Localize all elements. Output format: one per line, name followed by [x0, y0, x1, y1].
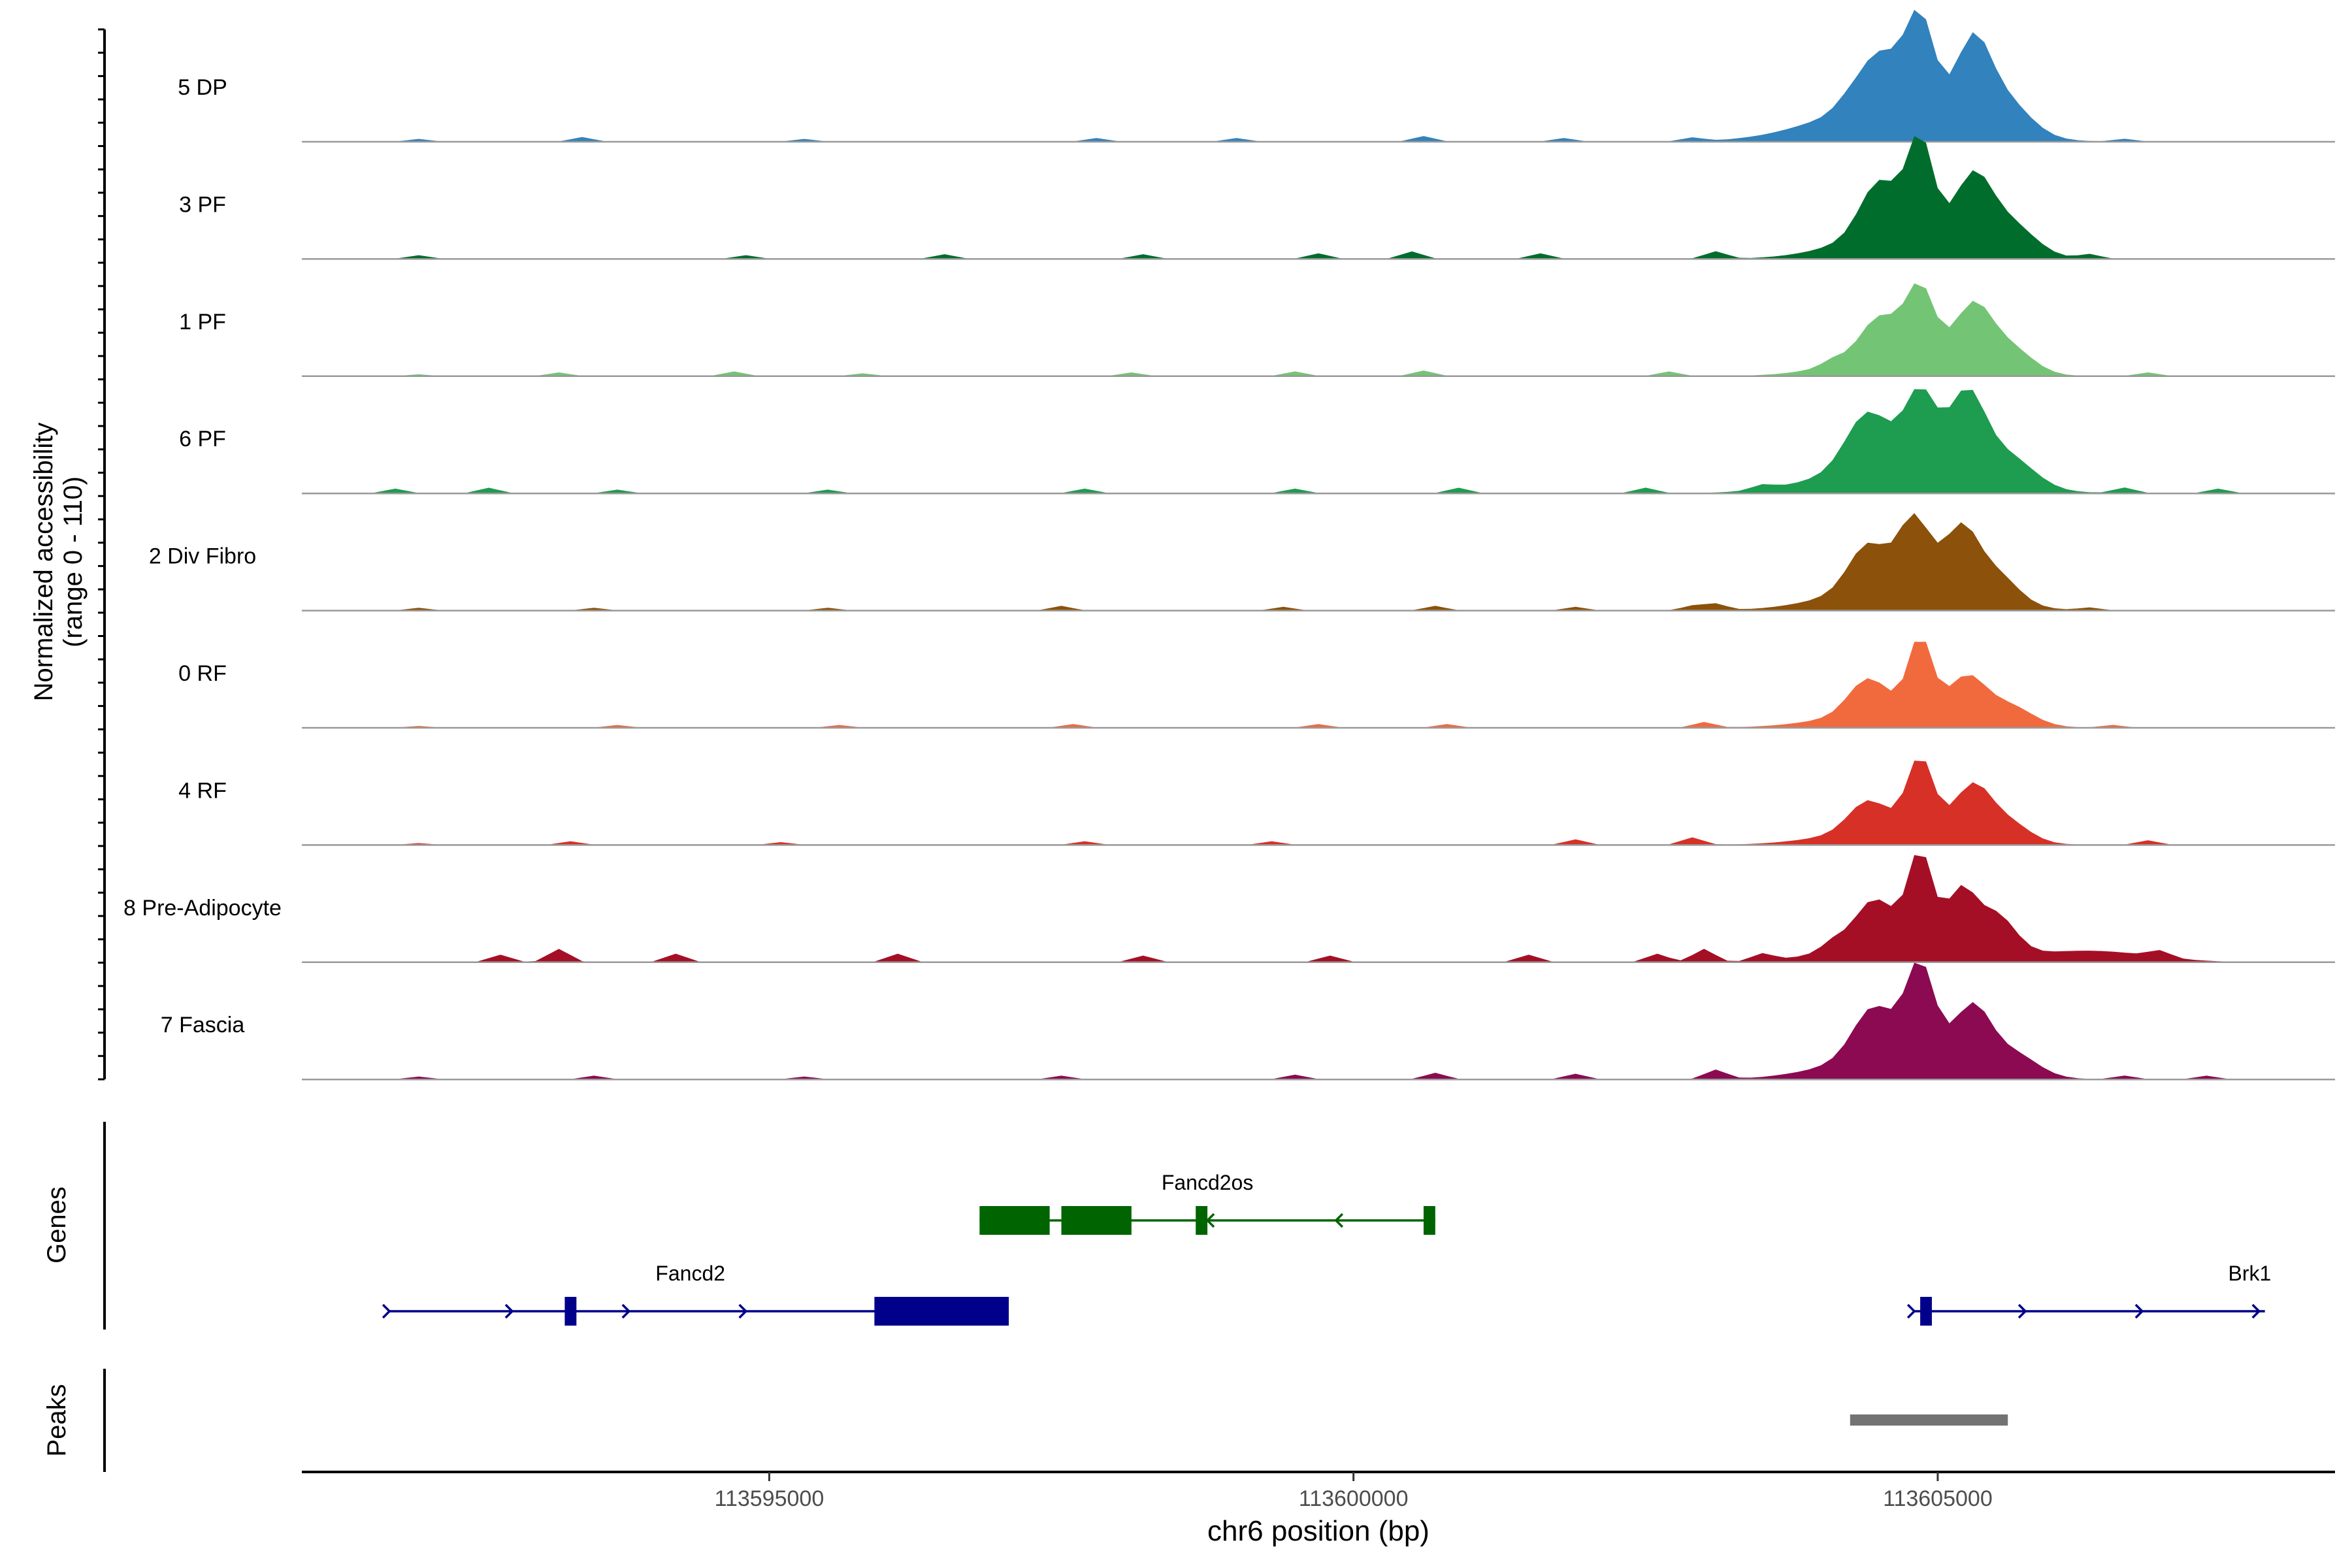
- coverage-area-6-pf: [302, 389, 2335, 494]
- track-label: 5 DP: [178, 75, 227, 100]
- gene-exon: [1920, 1297, 1932, 1326]
- y-axis-title: Normalized accessibility: [29, 423, 58, 702]
- coverage-area-7-fascia: [302, 962, 2335, 1080]
- track-label: 3 PF: [179, 192, 226, 217]
- gene-exon: [874, 1297, 1009, 1326]
- coverage-area-2-div-fibro: [302, 513, 2335, 611]
- strand-arrow: [621, 1303, 631, 1319]
- peaks-panel-title: Peaks: [42, 1384, 71, 1456]
- coverage-y-axis: [98, 28, 106, 1081]
- peaks-panel: [1850, 1414, 2008, 1426]
- coverage-area-5-dp: [302, 10, 2335, 142]
- coverage-area-1-pf: [302, 283, 2335, 376]
- track-label: 7 Fascia: [161, 1013, 245, 1037]
- gene-exon: [1423, 1206, 1435, 1235]
- coverage-area-3-pf: [302, 136, 2335, 259]
- coverage-tracks: 5 DP 3 PF 1 PF 6 PF 2 Div Fibro 0 RF 4 RF 8 Pre…: [123, 10, 2335, 1081]
- track-3-pf: 3 PF: [179, 136, 2335, 260]
- track-label: 6 PF: [179, 427, 226, 451]
- gene-brk1: Brk1: [1906, 1262, 2272, 1326]
- track-5-dp: 5 DP: [178, 10, 2335, 143]
- x-axis-title: chr6 position (bp): [1207, 1515, 1429, 1547]
- strand-arrow: [1334, 1213, 1344, 1228]
- track-0-rf: 0 RF: [178, 642, 2335, 729]
- strand-arrow: [1906, 1303, 1916, 1319]
- coverage-area-0-rf: [302, 642, 2335, 728]
- genes-panel: Fancd2os Fancd2 Brk1: [382, 1171, 2272, 1326]
- track-2-div-fibro: 2 Div Fibro: [149, 513, 2335, 612]
- coverage-area-8-pre-adipocyte: [302, 855, 2335, 962]
- gene-exon: [1061, 1206, 1132, 1235]
- strand-arrow: [2017, 1303, 2027, 1319]
- track-1-pf: 1 PF: [179, 283, 2335, 378]
- coverage-area-4-rf: [302, 760, 2335, 845]
- x-tick-label: 113605000: [1883, 1486, 1993, 1511]
- gene-exon: [979, 1206, 1050, 1235]
- track-8-pre-adipocyte: 8 Pre-Adipocyte: [123, 855, 2335, 964]
- strand-arrow: [2251, 1303, 2261, 1319]
- x-tick-label: 113600000: [1299, 1486, 1409, 1511]
- genes-panel-title: Genes: [42, 1186, 71, 1264]
- gene-exon: [1196, 1206, 1208, 1235]
- gene-label: Brk1: [2229, 1262, 2272, 1285]
- gene-label: Fancd2os: [1162, 1171, 1254, 1194]
- strand-arrow: [382, 1303, 391, 1319]
- gene-fancd2: Fancd2: [382, 1262, 1009, 1326]
- strand-arrow: [738, 1303, 748, 1319]
- strand-arrow: [504, 1303, 514, 1319]
- x-axis-ticks: 113595000 113600000 113605000: [715, 1472, 1993, 1511]
- y-axis-range: (range 0 - 110): [59, 476, 88, 647]
- track-label: 0 RF: [178, 661, 227, 686]
- track-label: 4 RF: [178, 778, 227, 803]
- x-tick-label: 113595000: [715, 1486, 825, 1511]
- track-label: 8 Pre-Adipocyte: [123, 896, 282, 921]
- track-label: 2 Div Fibro: [149, 544, 256, 569]
- gene-label: Fancd2: [655, 1262, 725, 1285]
- strand-arrow: [2134, 1303, 2144, 1319]
- track-7-fascia: 7 Fascia: [161, 962, 2335, 1081]
- gene-fancd2os: Fancd2os: [979, 1171, 1435, 1235]
- gene-exon: [564, 1297, 577, 1326]
- track-4-rf: 4 RF: [178, 760, 2335, 846]
- track-6-pf: 6 PF: [179, 389, 2335, 495]
- peak-region: [1850, 1414, 2008, 1426]
- track-label: 1 PF: [179, 310, 226, 335]
